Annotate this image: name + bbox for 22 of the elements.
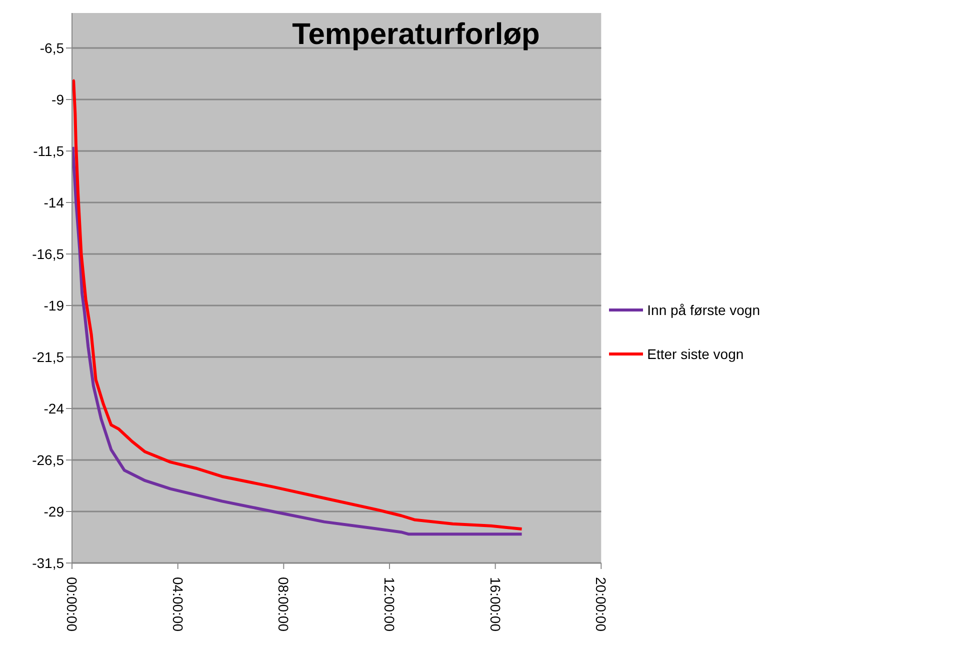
y-tick-label: -19 (44, 297, 64, 314)
line-series (72, 145, 524, 536)
y-tick-label: -6,5 (40, 40, 64, 56)
x-tick-label: 16:00:00 (487, 577, 504, 632)
chart-title: Temperaturforløp (291, 18, 541, 52)
x-tick-label: 08:00:00 (276, 577, 292, 632)
y-tick-label: -31,5 (32, 554, 64, 571)
x-tick-label: 04:00:00 (170, 577, 186, 632)
y-tick-label: -9 (52, 91, 64, 108)
y-tick-label: -16,5 (32, 246, 64, 262)
line-series (72, 78, 524, 531)
y-tick-label: -29 (44, 503, 64, 520)
y-tick-label: -26,5 (32, 452, 64, 468)
y-tick-label: -24 (44, 400, 64, 416)
y-tick-label: -14 (44, 194, 64, 210)
y-tick-label: -21,5 (32, 348, 64, 365)
x-tick-label: 00:00:00 (64, 577, 80, 632)
y-tick-label: -11,5 (33, 142, 64, 159)
legend-label: Etter siste vogn (647, 344, 744, 364)
x-tick-label: 12:00:00 (381, 577, 398, 632)
legend-label: Inn på første vogn (647, 300, 760, 320)
x-tick-label: 20:00:00 (593, 577, 610, 632)
